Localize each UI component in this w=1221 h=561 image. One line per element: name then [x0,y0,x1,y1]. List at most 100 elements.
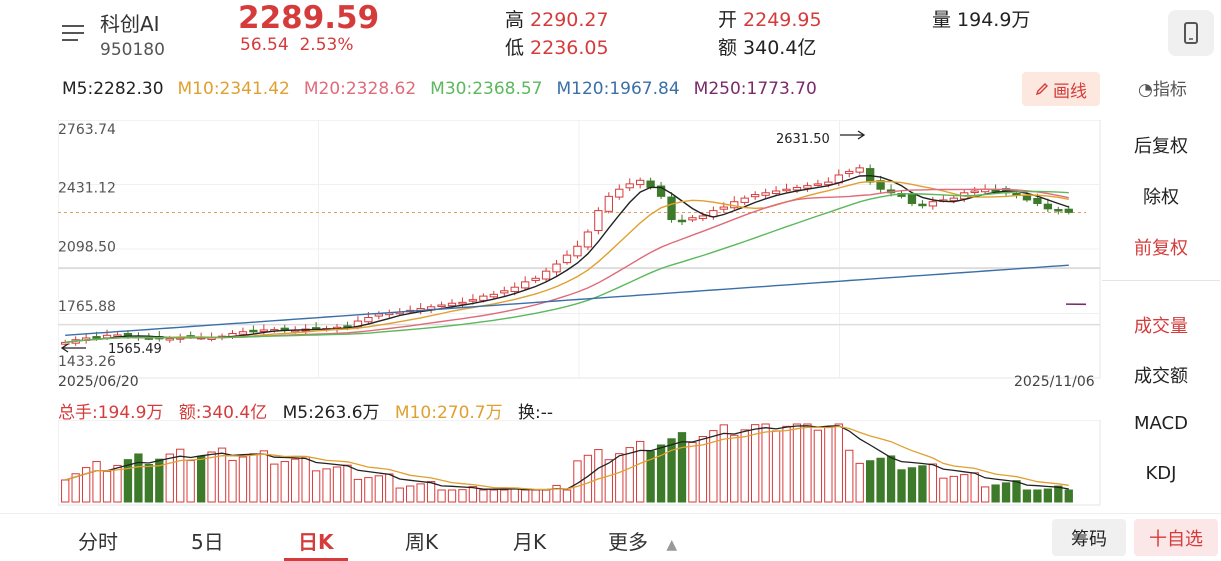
last-price: 2289.59 [238,0,380,36]
volume-bar [928,463,938,503]
volume-bar [615,453,624,503]
volume-bar [803,423,812,503]
volume-bar [468,486,478,503]
candle-body [1064,208,1073,213]
volume-bar [562,489,572,503]
volume-bar [155,458,164,503]
volume-bar [500,489,509,503]
tab-more[interactable]: 更多 ▲ [608,526,677,555]
volume-bar [876,457,885,503]
candle-body [102,334,112,339]
end-date-label: 2025/11/06 [1014,374,1095,390]
candle-body [688,217,697,221]
candle-body [625,183,634,189]
change-pct: 2.53% [299,35,354,55]
candle-body [458,301,467,305]
volume-bar [270,463,279,503]
volume-bar [92,460,101,503]
candle-body [468,299,478,302]
add-watchlist-button[interactable]: 十自选 [1134,519,1218,556]
candle-body [876,180,885,190]
volume-bar [165,453,174,503]
vol-total: 总手:194.9万 [58,403,164,423]
candle-body [1054,209,1063,212]
volume-bar [123,459,133,503]
volume-bar [280,461,289,503]
volume-bar [385,473,394,503]
candle-body [646,180,655,188]
indicator-volume[interactable]: 成交量 [1134,316,1188,337]
adjust-forward[interactable]: 前复权 [1134,238,1188,259]
volume-bar [677,432,687,503]
volume-bar [332,466,342,503]
candle-body [165,338,174,341]
kline-chart[interactable]: 2763.74 2431.12 2098.50 1765.88 1433.26 2025/… [58,120,1102,390]
high-marker-arrow [840,130,866,140]
tab-weekly[interactable]: 周K [405,530,439,554]
candle-body [249,329,258,333]
volume-bar [698,436,708,503]
volume-bar [761,423,770,503]
candle-body [855,167,864,173]
volume-bar [259,450,269,503]
volume-bar [228,459,237,503]
volume-bar [845,449,854,503]
candle-body [92,336,101,339]
volume-bar [447,489,457,503]
y-tick-label: 1433.26 [58,354,116,370]
volume-bar [322,468,331,503]
candle-body [771,190,781,195]
volume-bar [1022,489,1032,503]
volume-bar [364,477,373,503]
candle-body [740,197,749,203]
draw-line-button[interactable]: 画线 [1022,72,1100,106]
candle-body [667,196,676,221]
caret-up-icon: ▲ [666,537,678,553]
candle-body [751,194,760,198]
volume-bar [353,478,363,503]
volume-bar [740,429,749,503]
indicator-kdj[interactable]: KDJ [1145,463,1177,484]
volume-bar [991,484,1000,503]
y-tick-label: 1765.88 [58,299,116,315]
landscape-button[interactable] [1168,10,1214,56]
divider [1102,280,1220,281]
volume-bar [834,423,843,503]
adjust-backward[interactable]: 后复权 [1134,136,1188,157]
volume-bar [510,487,519,503]
tab-monthly[interactable]: 月K [513,530,547,554]
volume-bar [824,426,833,503]
volume-bar [1012,480,1021,503]
tab-daily[interactable]: 日K [298,530,334,554]
volume-bar [719,424,728,503]
volume-bar [479,489,488,503]
volume-bar [897,469,906,503]
volume-bar [1001,482,1011,503]
candle-body [583,231,593,248]
tab-intraday[interactable]: 分时 [78,530,118,554]
indicator-button[interactable]: ◔指标 [1138,75,1187,100]
volume-bar [458,489,467,503]
adjust-none[interactable]: 除权 [1143,187,1179,208]
candle-body [782,188,791,192]
indicator-macd[interactable]: MACD [1134,413,1188,434]
volume-ma10-line [65,425,1069,491]
volume-bar [61,479,70,503]
indicator-amount[interactable]: 成交额 [1134,366,1188,387]
ma-legend-item: M5:2282.30 [62,79,164,99]
volume-bar [249,453,258,503]
tab-5day[interactable]: 5日 [191,530,224,554]
candle-body [1043,203,1053,210]
volume-bar [594,449,603,503]
volume-bar [406,485,415,503]
start-date-label: 2025/06/20 [58,374,139,390]
volume-chart[interactable] [58,420,1102,506]
ma-legend: M5:2282.30 M10:2341.42 M20:2328.62 M30:2368… [62,79,817,99]
candle-body [489,293,498,298]
menu-icon[interactable] [62,22,88,44]
candle-body [604,195,613,212]
ma-legend-item: M250:1773.70 [693,79,817,99]
ma-legend-item: M120:1967.84 [556,79,680,99]
chip-button[interactable]: 筹码 [1052,519,1126,556]
volume-bar [886,455,896,503]
